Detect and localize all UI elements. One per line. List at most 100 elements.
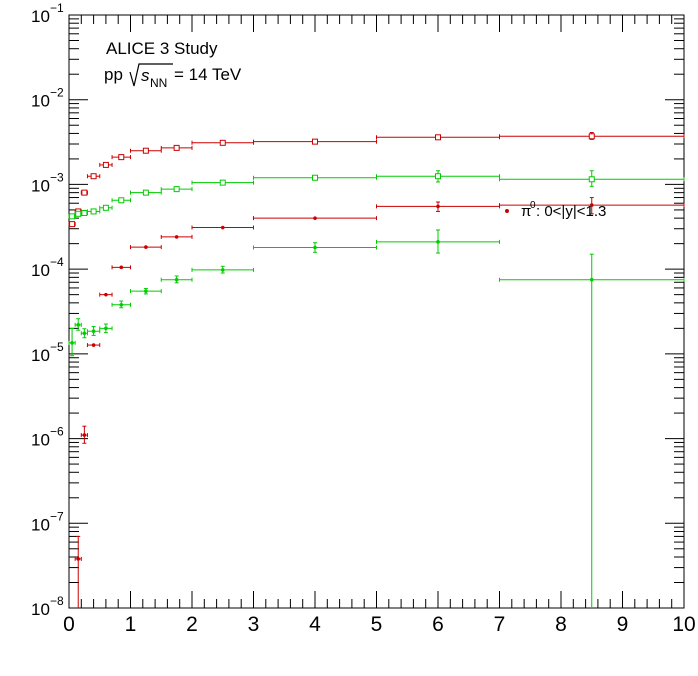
point-marker xyxy=(82,433,87,437)
legend-symbol: π xyxy=(521,203,531,220)
y-tick-base: 10 xyxy=(31,7,50,26)
data-point xyxy=(499,197,685,215)
y-tick-base: 10 xyxy=(31,92,50,111)
x-tick-label: 4 xyxy=(309,613,321,636)
x-tick-label: 0 xyxy=(63,613,75,636)
y-tick-label: 10 −5 xyxy=(31,340,64,365)
point-marker xyxy=(588,133,595,140)
data-point xyxy=(130,147,162,154)
data-point xyxy=(86,343,101,348)
point-marker xyxy=(313,245,317,250)
point-marker xyxy=(219,179,226,186)
point-marker xyxy=(75,210,82,217)
data-point xyxy=(74,210,82,217)
data-point xyxy=(376,170,500,183)
energy-prefix: pp xyxy=(104,65,123,84)
point-marker xyxy=(82,331,87,336)
data-point xyxy=(499,170,685,187)
point-marker xyxy=(313,216,317,220)
point-marker xyxy=(70,341,74,345)
x-tick-label: 5 xyxy=(371,613,383,636)
energy-sub: NN xyxy=(150,76,167,90)
x-tick-label: 3 xyxy=(248,613,260,636)
point-marker xyxy=(81,209,88,216)
y-tick-label: 10 −8 xyxy=(31,594,64,619)
data-series xyxy=(68,170,685,220)
data-point xyxy=(376,201,500,212)
data-point xyxy=(80,425,88,444)
point-marker xyxy=(435,173,441,180)
point-marker xyxy=(90,173,97,180)
y-tick-exponent: −1 xyxy=(50,1,64,15)
data-point xyxy=(191,225,254,230)
data-point xyxy=(111,197,131,204)
study-label: ALICE 3 Study xyxy=(106,39,218,58)
point-marker xyxy=(91,343,96,347)
y-tick-exponent: −4 xyxy=(50,255,64,269)
data-series xyxy=(68,229,685,608)
data-point xyxy=(86,208,101,215)
data-point xyxy=(130,245,162,250)
y-tick-label: 10 −2 xyxy=(31,86,64,111)
point-marker xyxy=(142,189,149,196)
point-marker xyxy=(220,225,225,230)
legend-text: : 0<|y|<1.3 xyxy=(536,203,606,220)
point-marker xyxy=(104,326,108,331)
point-marker xyxy=(119,302,124,307)
data-point xyxy=(253,242,377,253)
y-tick-base: 10 xyxy=(31,600,50,619)
y-tick-exponent: −7 xyxy=(50,509,64,523)
data-series xyxy=(74,197,685,608)
data-point xyxy=(80,328,88,339)
data-point xyxy=(68,327,76,357)
point-marker xyxy=(589,277,594,282)
point-marker xyxy=(220,268,225,272)
legend-marker xyxy=(505,209,509,213)
point-marker xyxy=(436,204,440,209)
data-point xyxy=(99,204,113,211)
data-point xyxy=(80,189,88,196)
data-point xyxy=(191,265,254,274)
legend-symbol-sup: 0 xyxy=(530,200,536,211)
point-marker xyxy=(219,139,226,146)
point-marker xyxy=(119,265,124,270)
point-marker xyxy=(589,203,594,207)
point-marker xyxy=(69,221,76,228)
point-marker xyxy=(588,176,595,183)
energy-s: s xyxy=(141,66,150,85)
y-tick-exponent: −5 xyxy=(50,340,64,354)
data-point xyxy=(253,216,377,221)
point-marker xyxy=(436,240,440,244)
x-tick-label: 1 xyxy=(125,613,137,636)
point-marker xyxy=(312,138,318,145)
data-layer xyxy=(68,132,685,608)
data-point xyxy=(99,161,113,168)
data-point xyxy=(160,275,193,284)
point-marker xyxy=(118,197,125,204)
data-point xyxy=(68,221,76,228)
point-marker xyxy=(104,292,108,297)
y-tick-exponent: −3 xyxy=(50,170,64,184)
y-tick-base: 10 xyxy=(31,176,50,195)
energy-suffix: = 14 TeV xyxy=(174,65,242,84)
data-point xyxy=(499,253,685,608)
point-marker xyxy=(173,186,180,193)
data-point xyxy=(130,189,162,196)
data-point xyxy=(111,300,131,309)
sqrt-sign xyxy=(129,63,173,87)
data-point xyxy=(74,318,82,331)
data-point xyxy=(68,213,76,220)
x-tick-label: 2 xyxy=(186,613,198,636)
point-marker xyxy=(81,189,88,196)
data-point xyxy=(99,323,113,334)
x-tick-label: 8 xyxy=(555,613,567,636)
point-marker xyxy=(312,174,318,181)
point-marker xyxy=(174,235,179,239)
y-tick-exponent: −8 xyxy=(50,594,64,608)
point-marker xyxy=(91,329,96,334)
data-point xyxy=(160,144,193,151)
y-tick-label: 10 −7 xyxy=(31,509,64,534)
y-tick-label: 10 −1 xyxy=(31,1,64,26)
energy-label: pp s NN = 14 TeV xyxy=(104,63,242,90)
